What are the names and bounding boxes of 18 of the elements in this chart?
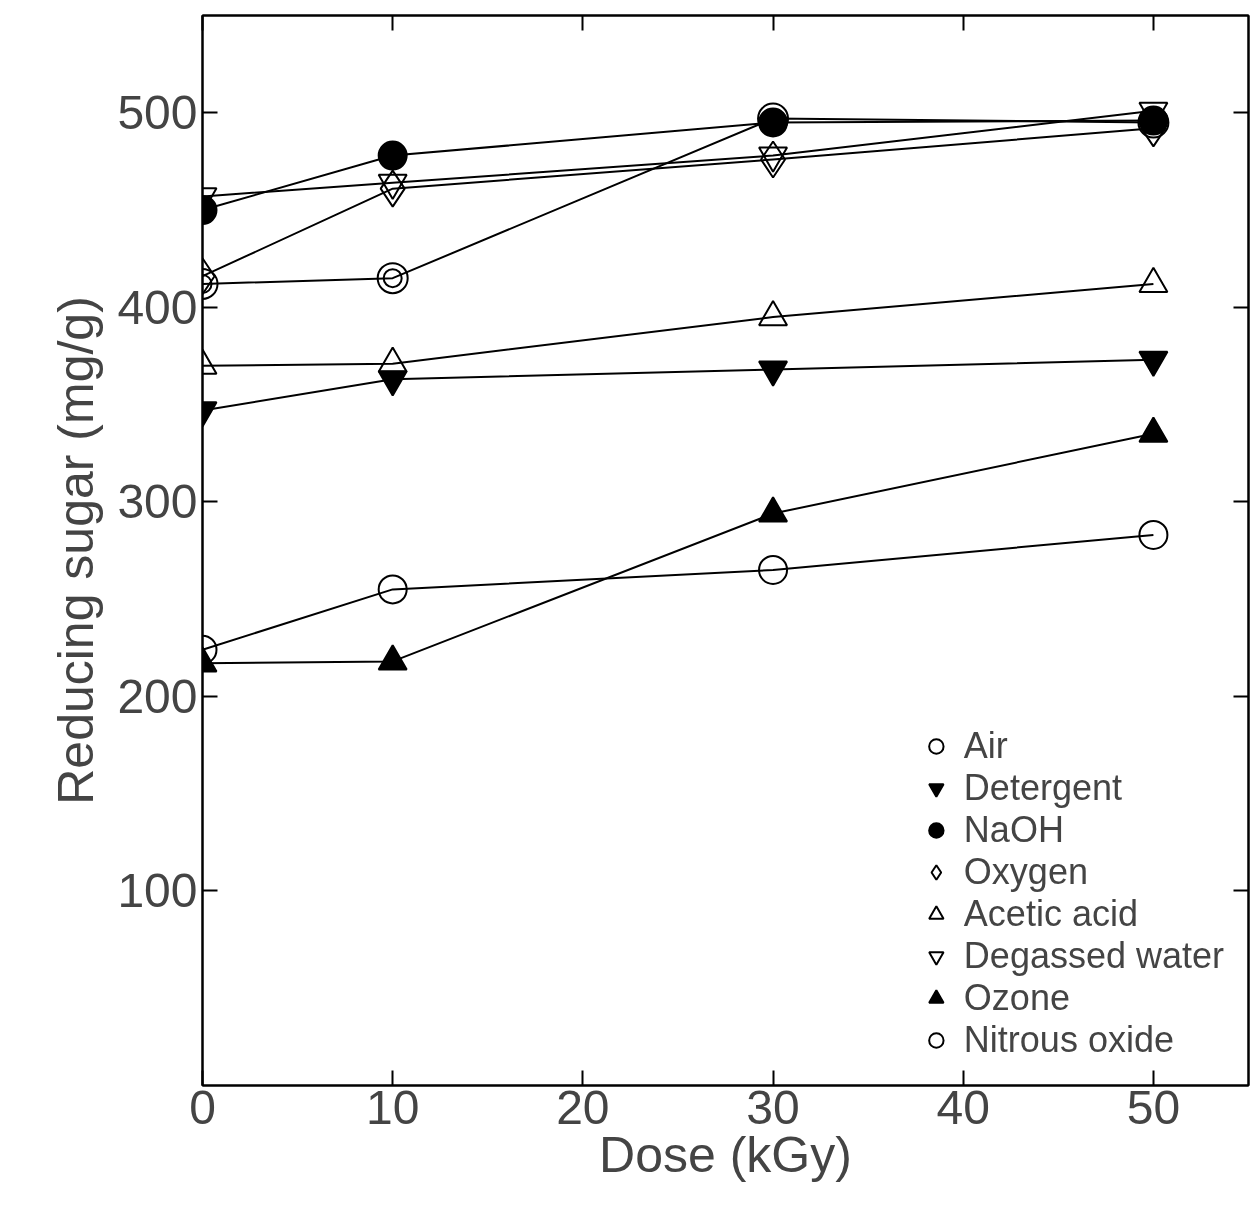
- legend-label: NaOH: [963, 809, 1064, 851]
- x-tick-label: 0: [189, 1080, 216, 1134]
- legend-label: Ozone: [963, 977, 1070, 1019]
- x-tick-label: 10: [365, 1080, 420, 1134]
- legend-label: Air: [963, 725, 1008, 767]
- y-tick-label: 500: [117, 86, 198, 140]
- legend-label: Acetic acid: [963, 893, 1138, 935]
- y-tick-label: 300: [117, 475, 198, 529]
- x-tick-label: 50: [1126, 1080, 1181, 1134]
- y-tick-label: 200: [117, 669, 198, 723]
- y-axis-title: Reducing sugar (mg/g): [48, 296, 105, 805]
- y-tick-label: 400: [117, 280, 198, 334]
- y-tick-label: 100: [117, 864, 198, 918]
- x-tick-label: 40: [936, 1080, 990, 1134]
- legend-label: Oxygen: [963, 851, 1088, 893]
- legend-label: Detergent: [963, 767, 1122, 809]
- legend-label: Nitrous oxide: [963, 1019, 1174, 1061]
- legend-label: Degassed water: [963, 935, 1224, 977]
